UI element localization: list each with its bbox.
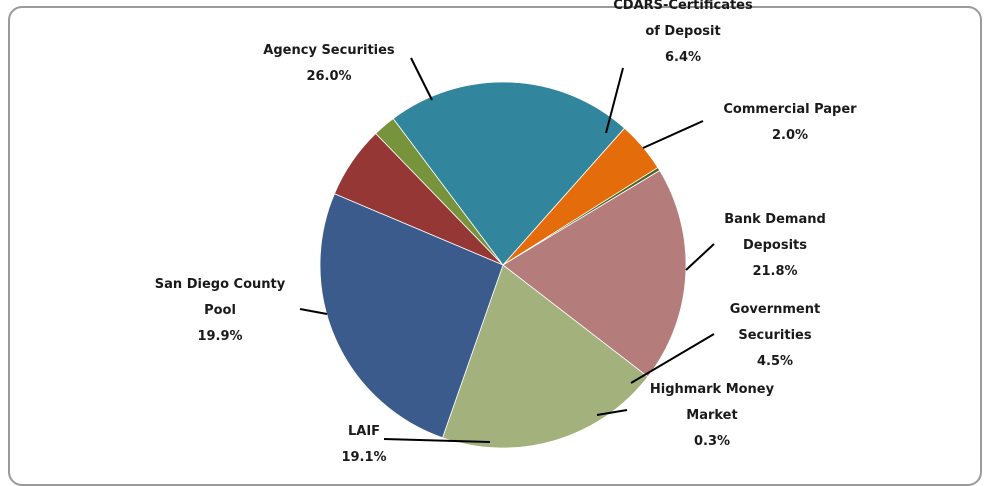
leader-line bbox=[642, 120, 704, 149]
leader-line bbox=[605, 67, 624, 134]
leader-line bbox=[685, 243, 715, 271]
data-label: CDARS-Certificates of Deposit 6.4% bbox=[613, 0, 753, 65]
data-label: Bank Demand Deposits 21.8% bbox=[724, 212, 826, 279]
pie-chart: CDARS-Certificates of Deposit 6.4% Commerci… bbox=[155, 0, 857, 465]
data-label: Highmark Money Market 0.3% bbox=[650, 382, 775, 449]
leader-line bbox=[383, 438, 491, 443]
data-label: Commercial Paper 2.0% bbox=[723, 102, 857, 143]
pie-slice-laif bbox=[502, 169, 687, 378]
pie-slice-bank-demand-deposits bbox=[392, 81, 626, 266]
pie-slice-agency-securities bbox=[319, 193, 504, 439]
data-label: LAIF 19.1% bbox=[341, 424, 386, 465]
leader-line bbox=[299, 308, 328, 315]
leader-line bbox=[410, 57, 433, 101]
leader-line bbox=[596, 409, 628, 416]
pie-slice-san-diego-county-pool bbox=[442, 264, 649, 449]
leader-line bbox=[630, 333, 715, 384]
data-label: Agency Securities 26.0% bbox=[263, 43, 395, 84]
data-label: San Diego County Pool 19.9% bbox=[155, 277, 286, 344]
data-label: Government Securities 4.5% bbox=[730, 302, 820, 369]
